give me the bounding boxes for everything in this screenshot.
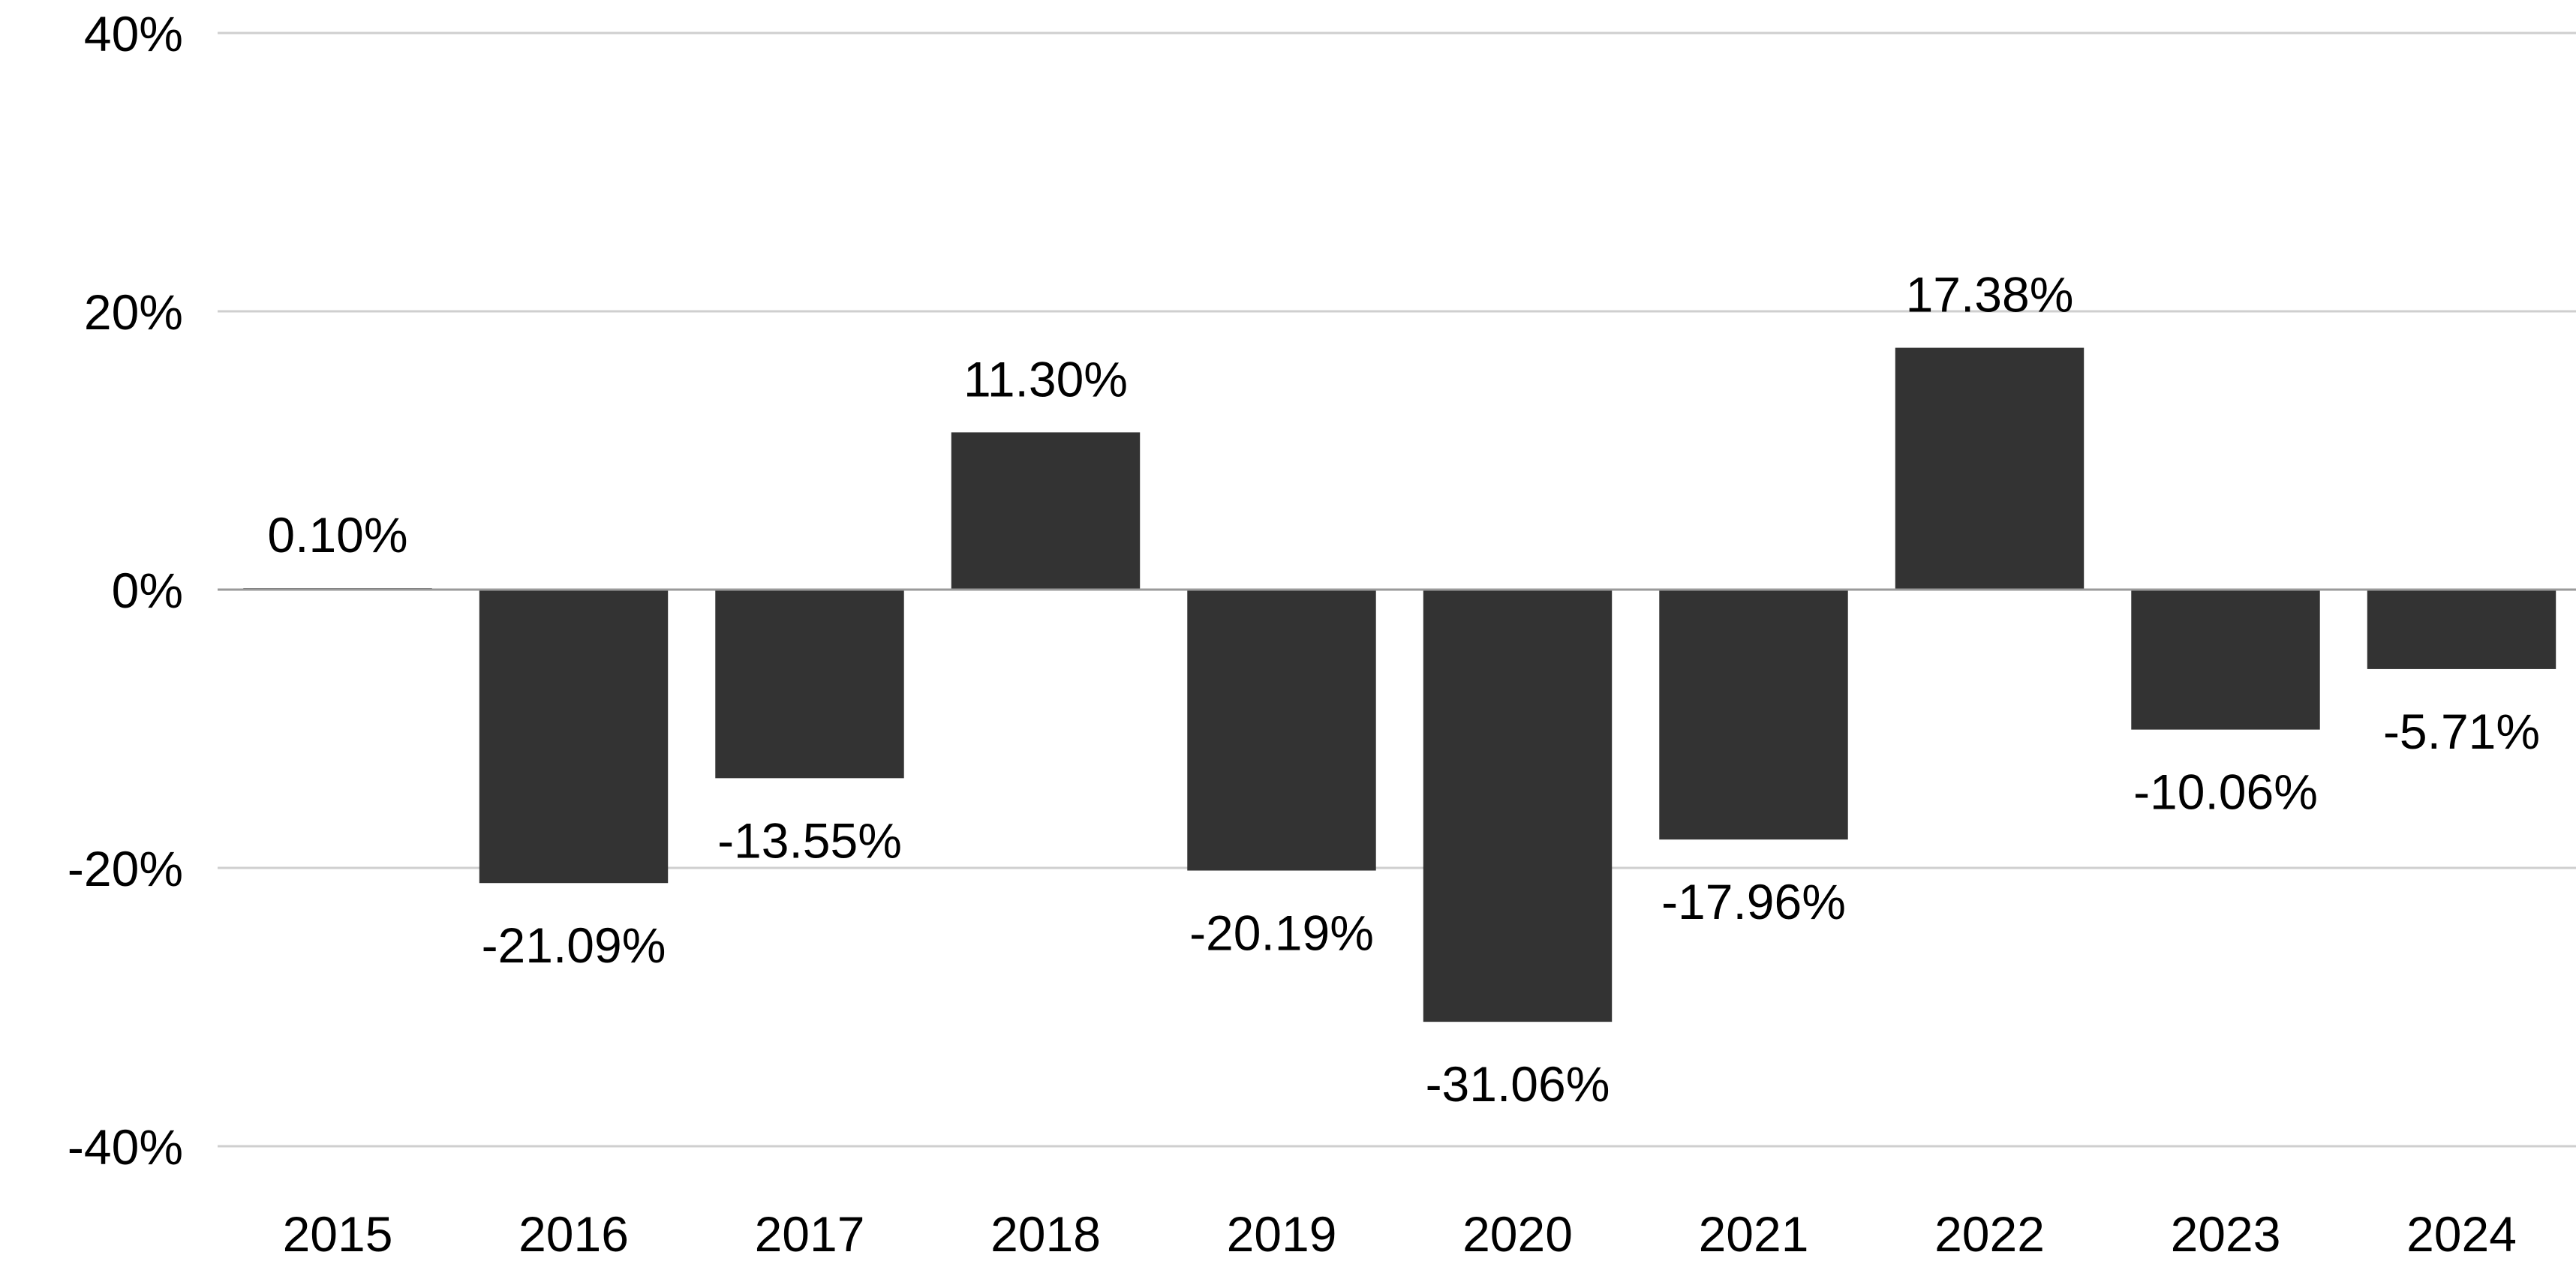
bar-2019 bbox=[1187, 590, 1376, 871]
bar-2023 bbox=[2131, 590, 2320, 730]
data-label: -17.96% bbox=[1661, 874, 1846, 929]
y-tick-label: -40% bbox=[68, 1119, 183, 1175]
x-tick-label: 2019 bbox=[1227, 1206, 1337, 1262]
bar-2016 bbox=[479, 590, 669, 884]
data-label: -5.71% bbox=[2383, 704, 2540, 759]
bar-2021 bbox=[1659, 590, 1848, 840]
x-tick-label: 2018 bbox=[990, 1206, 1101, 1262]
x-tick-label: 2023 bbox=[2171, 1206, 2281, 1262]
x-tick-label: 2022 bbox=[1934, 1206, 2045, 1262]
data-label: -31.06% bbox=[1426, 1056, 1610, 1112]
bar-2024 bbox=[2367, 590, 2556, 669]
bar-2022 bbox=[1895, 347, 2085, 590]
x-axis-tick-labels: 2015 2016 2017 2018 2019 2020 2021 2022 2023 2024 bbox=[283, 1206, 2517, 1262]
data-label: -20.19% bbox=[1189, 905, 1374, 961]
data-label: 0.10% bbox=[267, 507, 407, 563]
data-label: -13.55% bbox=[717, 812, 902, 868]
y-tick-label: 40% bbox=[84, 6, 183, 62]
y-tick-label: 0% bbox=[112, 563, 183, 618]
data-label: -21.09% bbox=[482, 917, 666, 973]
x-tick-label: 2021 bbox=[1699, 1206, 1809, 1262]
bar-2018 bbox=[951, 432, 1141, 590]
bar-2020 bbox=[1423, 590, 1613, 1022]
bar-2017 bbox=[715, 590, 904, 779]
x-tick-label: 2015 bbox=[283, 1206, 393, 1262]
data-label: 11.30% bbox=[963, 351, 1128, 407]
data-label: 17.38% bbox=[1906, 267, 2074, 323]
y-tick-label: 20% bbox=[84, 284, 183, 340]
x-tick-label: 2020 bbox=[1462, 1206, 1573, 1262]
data-labels: 0.10% -21.09% -13.55% 11.30% -20.19% -31.06% -… bbox=[267, 267, 2540, 1112]
x-tick-label: 2017 bbox=[755, 1206, 865, 1262]
x-tick-label: 2024 bbox=[2406, 1206, 2517, 1262]
bars bbox=[243, 347, 2556, 1022]
y-axis-tick-labels: 40% 20% 0% -20% -40% bbox=[68, 6, 183, 1175]
x-tick-label: 2016 bbox=[519, 1206, 629, 1262]
data-label: -10.06% bbox=[2133, 764, 2318, 820]
y-tick-label: -20% bbox=[68, 841, 183, 896]
